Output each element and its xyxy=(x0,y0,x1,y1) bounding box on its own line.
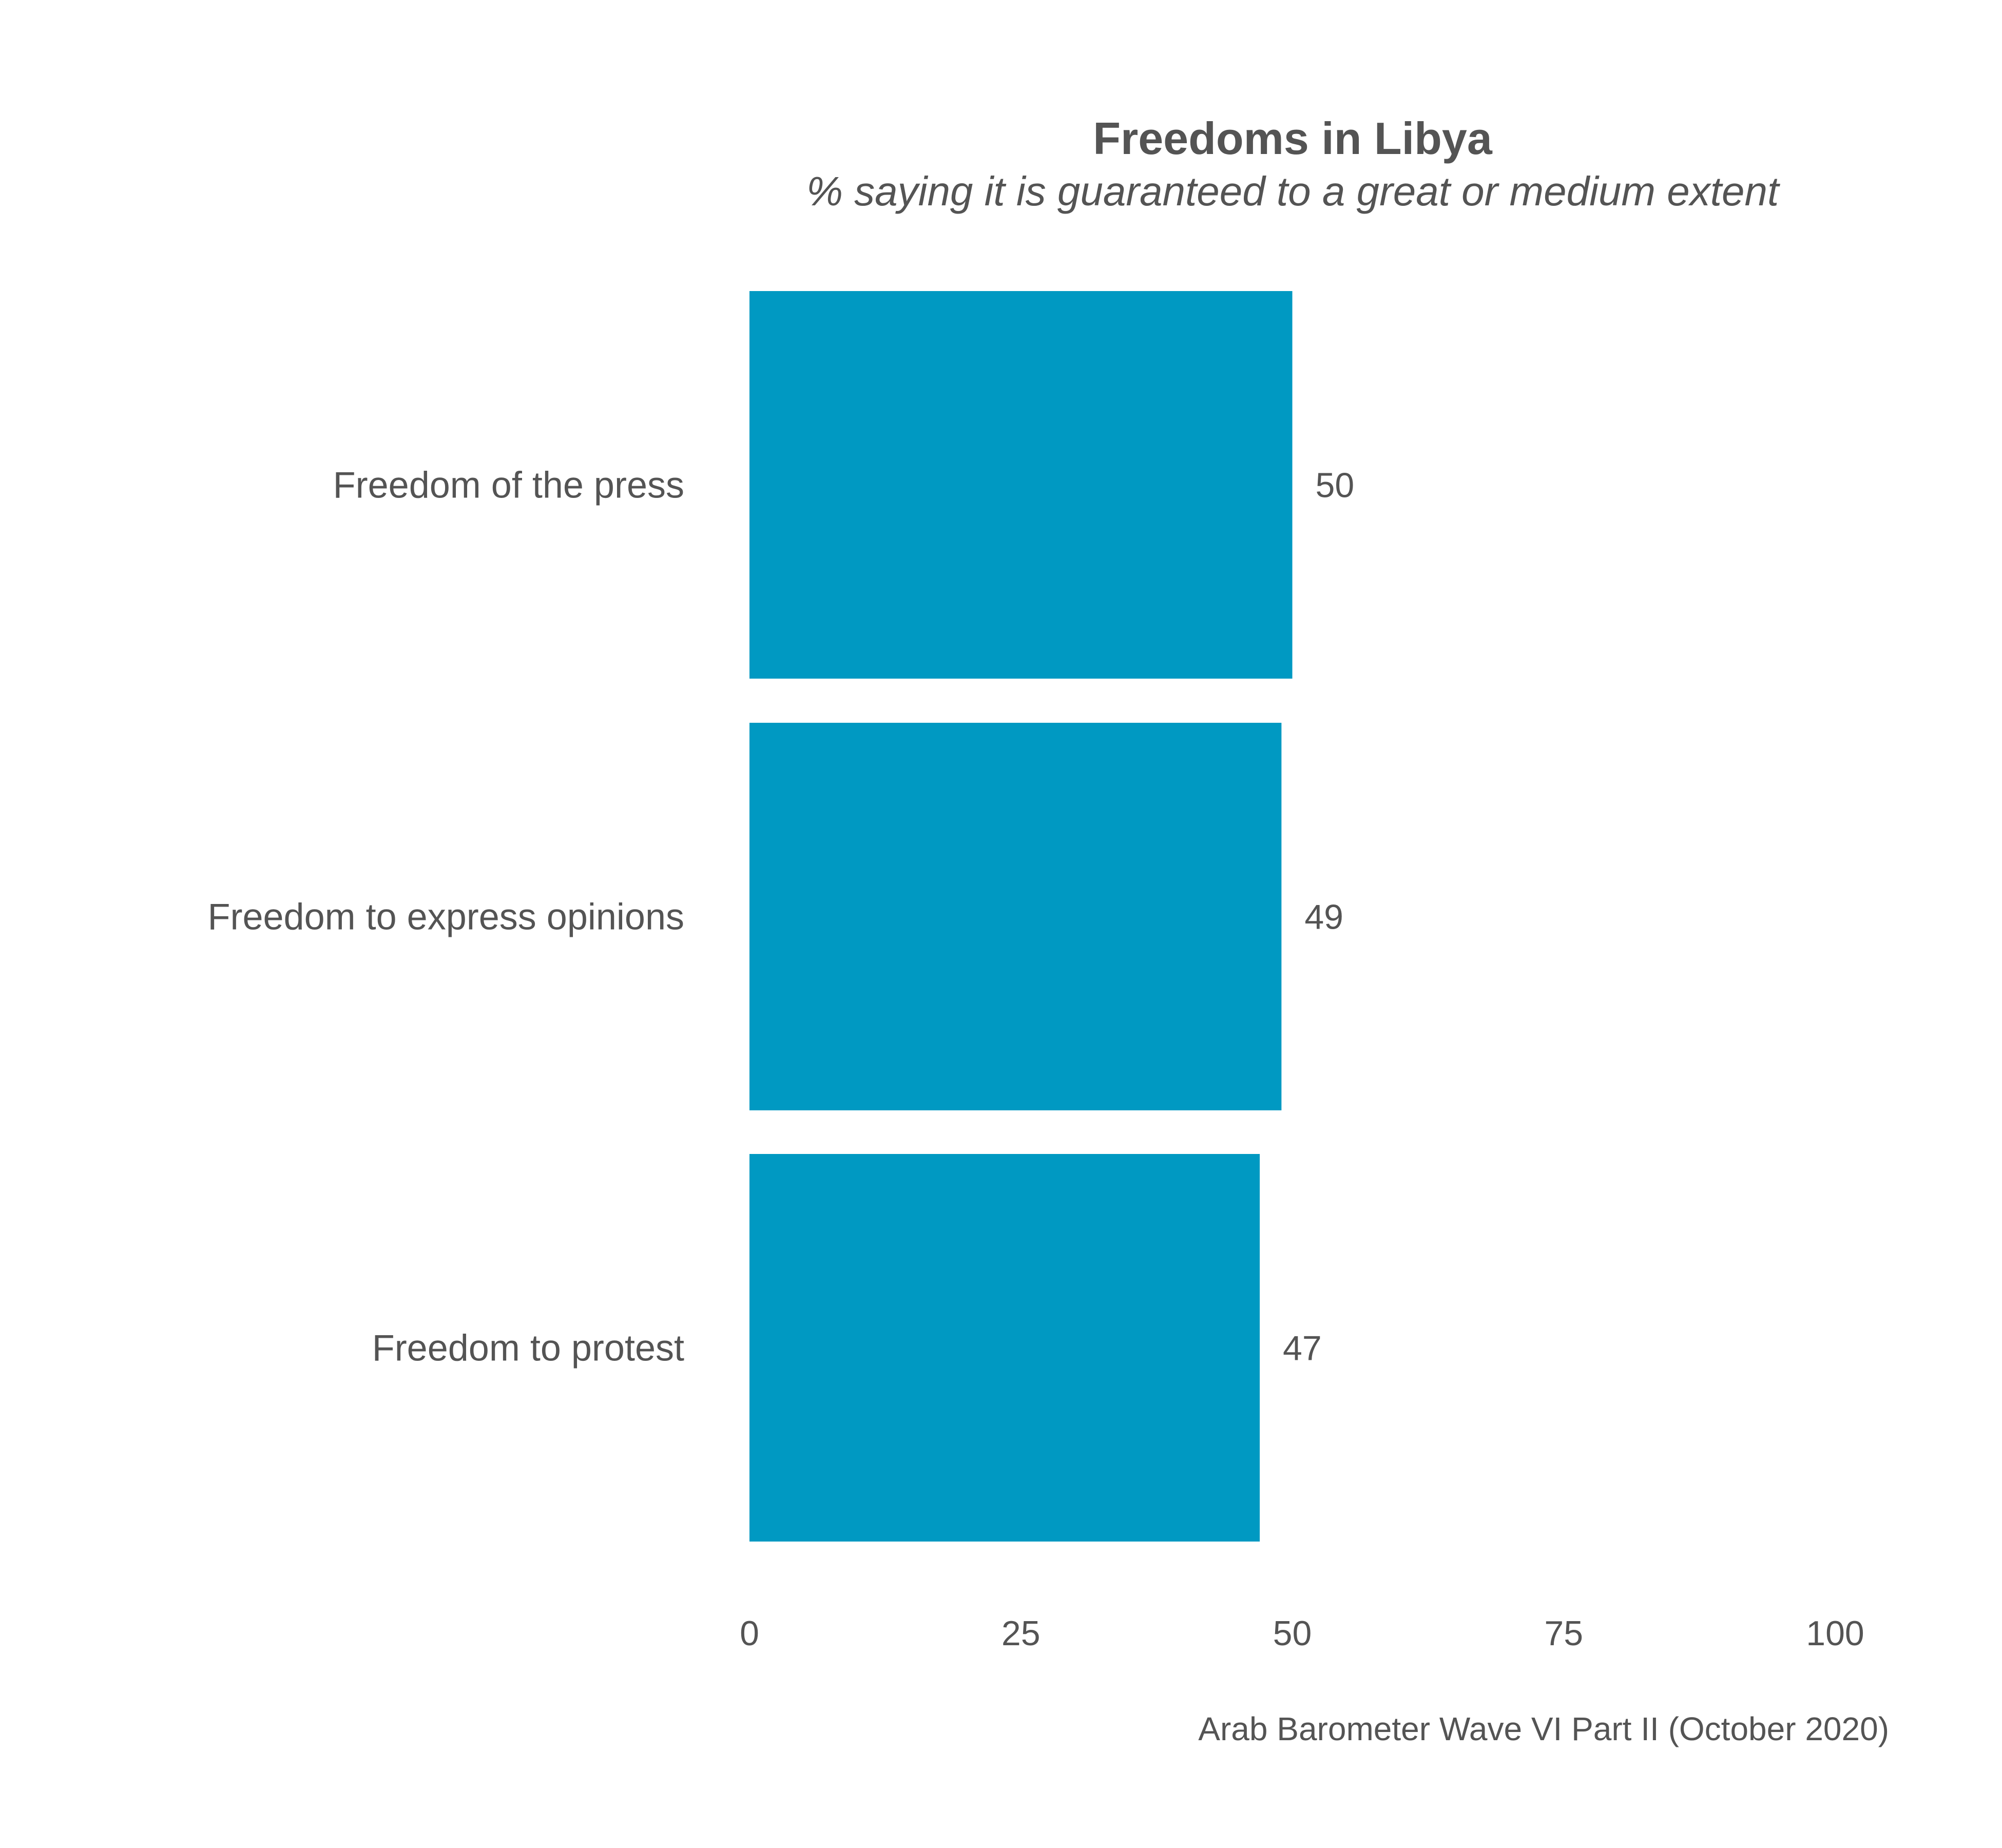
x-tick-label-4: 75 xyxy=(1544,1614,1583,1653)
category-label-3: Freedom to protest xyxy=(372,1328,684,1369)
value-label-2: 49 xyxy=(1304,898,1343,937)
x-axis-ticks: 0 25 50 75 100 xyxy=(740,1614,1864,1653)
x-tick-label-5: 100 xyxy=(1806,1614,1864,1653)
chart-title: Freedoms in Libya xyxy=(1093,113,1493,164)
chart-caption: Arab Barometer Wave VI Part II (October … xyxy=(1198,1710,1889,1747)
category-label-1: Freedom of the press xyxy=(333,465,684,506)
value-label-3: 47 xyxy=(1283,1329,1322,1368)
category-label-2: Freedom to express opinions xyxy=(208,897,684,938)
bar-3 xyxy=(749,1154,1260,1542)
value-label-1: 50 xyxy=(1316,466,1355,505)
chart-subtitle: % saying it is guaranteed to a great or … xyxy=(806,168,1780,214)
x-tick-label-2: 25 xyxy=(1002,1614,1041,1653)
bar-2 xyxy=(749,723,1282,1110)
x-tick-label-1: 0 xyxy=(740,1614,759,1653)
x-tick-label-3: 50 xyxy=(1273,1614,1312,1653)
bars-group: Freedom of the press 50 Freedom to express… xyxy=(208,291,1355,1542)
bar-1 xyxy=(749,291,1293,679)
